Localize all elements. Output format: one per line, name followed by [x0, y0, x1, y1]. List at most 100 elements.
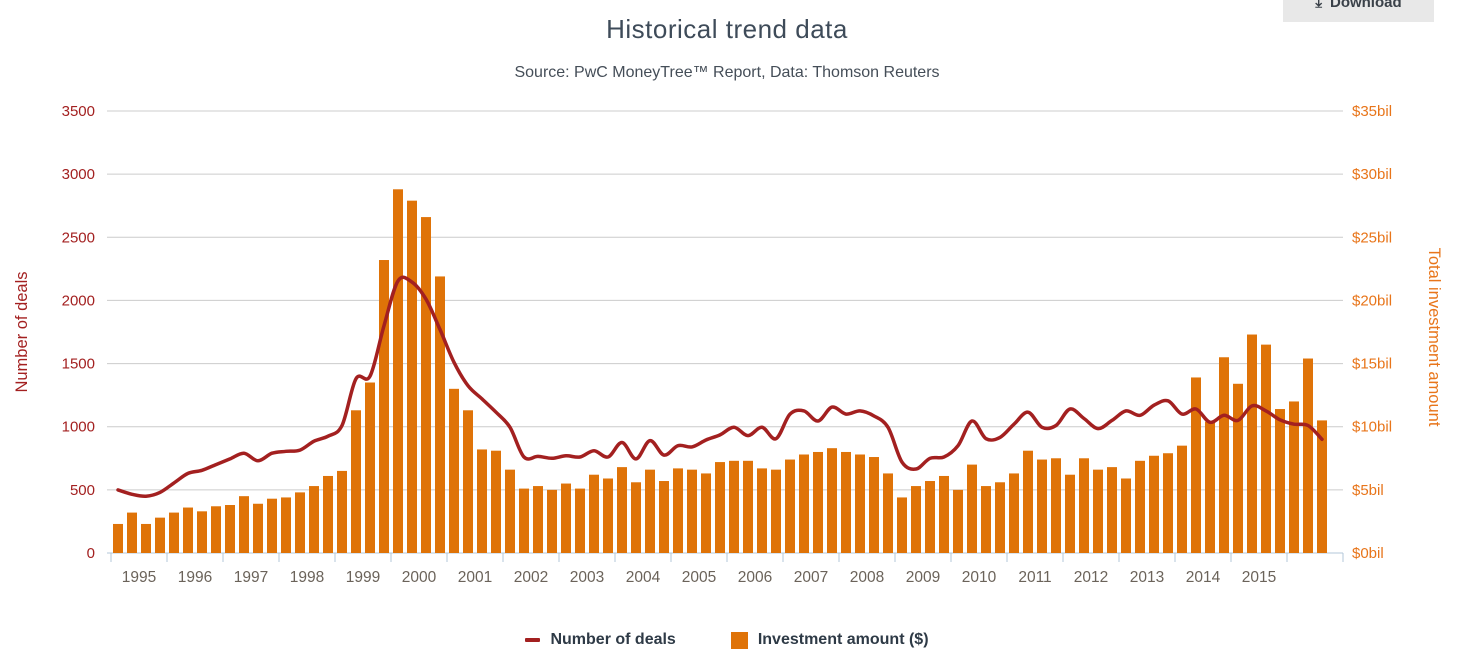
- investment-bar-q10[interactable]: [253, 503, 263, 553]
- investment-bar-q37[interactable]: [631, 482, 641, 553]
- investment-bar-q17[interactable]: [351, 410, 361, 553]
- x-axis-year-label: 1995: [122, 569, 156, 586]
- investment-bar-q40[interactable]: [673, 468, 683, 553]
- x-axis-year-label: 2010: [962, 569, 997, 586]
- investment-bar-q54[interactable]: [869, 457, 879, 553]
- investment-bar-q81[interactable]: [1247, 334, 1257, 553]
- investment-bar-q71[interactable]: [1107, 467, 1117, 553]
- investment-bar-q50[interactable]: [813, 451, 823, 553]
- investment-bar-q64[interactable]: [1009, 473, 1019, 553]
- x-axis-year-label: 2015: [1242, 569, 1276, 586]
- investment-bar-q45[interactable]: [743, 460, 753, 553]
- investment-bar-q70[interactable]: [1093, 469, 1103, 553]
- investment-bar-q20[interactable]: [393, 189, 403, 553]
- investment-bar-q58[interactable]: [925, 481, 935, 553]
- investment-bar-q75[interactable]: [1163, 453, 1173, 553]
- investment-bar-q26[interactable]: [477, 449, 487, 553]
- investment-bar-q4[interactable]: [169, 512, 179, 553]
- investment-bar-q59[interactable]: [939, 475, 949, 553]
- investment-bar-q80[interactable]: [1233, 383, 1243, 553]
- legend-item-number-of-deals[interactable]: Number of deals: [525, 631, 676, 649]
- investment-bar-q13[interactable]: [295, 492, 305, 553]
- investment-bar-q35[interactable]: [603, 478, 613, 553]
- investment-bar-q86[interactable]: [1317, 420, 1327, 553]
- investment-bar-q41[interactable]: [687, 469, 697, 553]
- investment-bar-q44[interactable]: [729, 460, 739, 553]
- investment-bar-q56[interactable]: [897, 497, 907, 553]
- investment-bar-q51[interactable]: [827, 448, 837, 553]
- investment-bar-q31[interactable]: [547, 489, 557, 553]
- investment-bar-q60[interactable]: [953, 489, 963, 553]
- investment-bar-q53[interactable]: [855, 454, 865, 553]
- right-axis-tick-label: $25bil: [1352, 229, 1392, 246]
- left-axis-title: Number of deals: [13, 271, 31, 392]
- investment-bar-q85[interactable]: [1303, 358, 1313, 553]
- investment-bar-q48[interactable]: [785, 459, 795, 553]
- investment-bar-q7[interactable]: [211, 506, 221, 553]
- investment-bar-q77[interactable]: [1191, 377, 1201, 553]
- investment-bar-q12[interactable]: [281, 497, 291, 553]
- investment-bar-q83[interactable]: [1275, 409, 1285, 553]
- legend-label-investment: Investment amount ($): [757, 631, 929, 648]
- x-axis-year-label: 1997: [234, 569, 268, 586]
- investment-bar-q6[interactable]: [197, 511, 207, 553]
- investment-bar-q79[interactable]: [1219, 357, 1229, 553]
- investment-bar-q47[interactable]: [771, 469, 781, 553]
- investment-bar-q18[interactable]: [365, 382, 375, 553]
- investment-bar-q84[interactable]: [1289, 401, 1299, 553]
- investment-bar-q62[interactable]: [981, 486, 991, 553]
- investment-bar-q78[interactable]: [1205, 421, 1215, 553]
- investment-bar-q15[interactable]: [323, 475, 333, 553]
- investment-bar-q76[interactable]: [1177, 445, 1187, 553]
- investment-bar-q46[interactable]: [757, 468, 767, 553]
- investment-bar-q19[interactable]: [379, 260, 389, 553]
- investment-bar-q21[interactable]: [407, 200, 417, 554]
- investment-bar-q22[interactable]: [421, 217, 431, 553]
- investment-bar-q32[interactable]: [561, 483, 571, 553]
- investment-bar-q23[interactable]: [435, 276, 445, 553]
- investment-bar-q63[interactable]: [995, 482, 1005, 553]
- investment-bar-q43[interactable]: [715, 462, 725, 553]
- investment-bar-q36[interactable]: [617, 467, 627, 553]
- investment-bar-q67[interactable]: [1051, 458, 1061, 553]
- investment-bar-q82[interactable]: [1261, 344, 1271, 553]
- investment-bar-q74[interactable]: [1149, 455, 1159, 553]
- investment-bar-q11[interactable]: [267, 498, 277, 553]
- investment-bar-q14[interactable]: [309, 486, 319, 553]
- x-axis-year-label: 2001: [458, 569, 492, 586]
- investment-bar-q68[interactable]: [1065, 474, 1075, 553]
- investment-bar-q73[interactable]: [1135, 460, 1145, 553]
- investment-bar-q39[interactable]: [659, 481, 669, 553]
- investment-bar-q38[interactable]: [645, 469, 655, 553]
- investment-bar-q30[interactable]: [533, 486, 543, 553]
- investment-bar-q65[interactable]: [1023, 450, 1033, 553]
- investment-bar-q52[interactable]: [841, 451, 851, 553]
- investment-bar-q3[interactable]: [155, 517, 165, 553]
- investment-bar-q8[interactable]: [225, 505, 235, 553]
- investment-bar-q0[interactable]: [113, 523, 123, 553]
- investment-bar-q1[interactable]: [127, 512, 137, 553]
- investment-bar-q55[interactable]: [883, 473, 893, 553]
- investment-bar-q28[interactable]: [505, 469, 515, 553]
- x-axis-year-label: 2000: [402, 569, 437, 586]
- investment-bar-q27[interactable]: [491, 450, 501, 553]
- investment-bar-q61[interactable]: [967, 464, 977, 553]
- investment-bar-q16[interactable]: [337, 470, 347, 553]
- investment-bar-q24[interactable]: [449, 388, 459, 553]
- investment-bar-q57[interactable]: [911, 486, 921, 553]
- x-axis-year-label: 2009: [906, 569, 940, 586]
- investment-bar-q49[interactable]: [799, 454, 809, 553]
- investment-bar-q5[interactable]: [183, 507, 193, 553]
- investment-bar-q69[interactable]: [1079, 458, 1089, 553]
- legend-item-investment-amount[interactable]: Investment amount ($): [730, 631, 929, 649]
- download-button[interactable]: ⤓ Download: [1283, 0, 1434, 22]
- investment-bar-q9[interactable]: [239, 496, 249, 553]
- investment-bar-q33[interactable]: [575, 488, 585, 553]
- investment-bar-q25[interactable]: [463, 410, 473, 553]
- investment-bar-q2[interactable]: [141, 523, 151, 553]
- investment-bar-q34[interactable]: [589, 474, 599, 553]
- investment-bar-q72[interactable]: [1121, 478, 1131, 553]
- investment-bar-q29[interactable]: [519, 488, 529, 553]
- investment-bar-q42[interactable]: [701, 473, 711, 553]
- investment-bar-q66[interactable]: [1037, 459, 1047, 553]
